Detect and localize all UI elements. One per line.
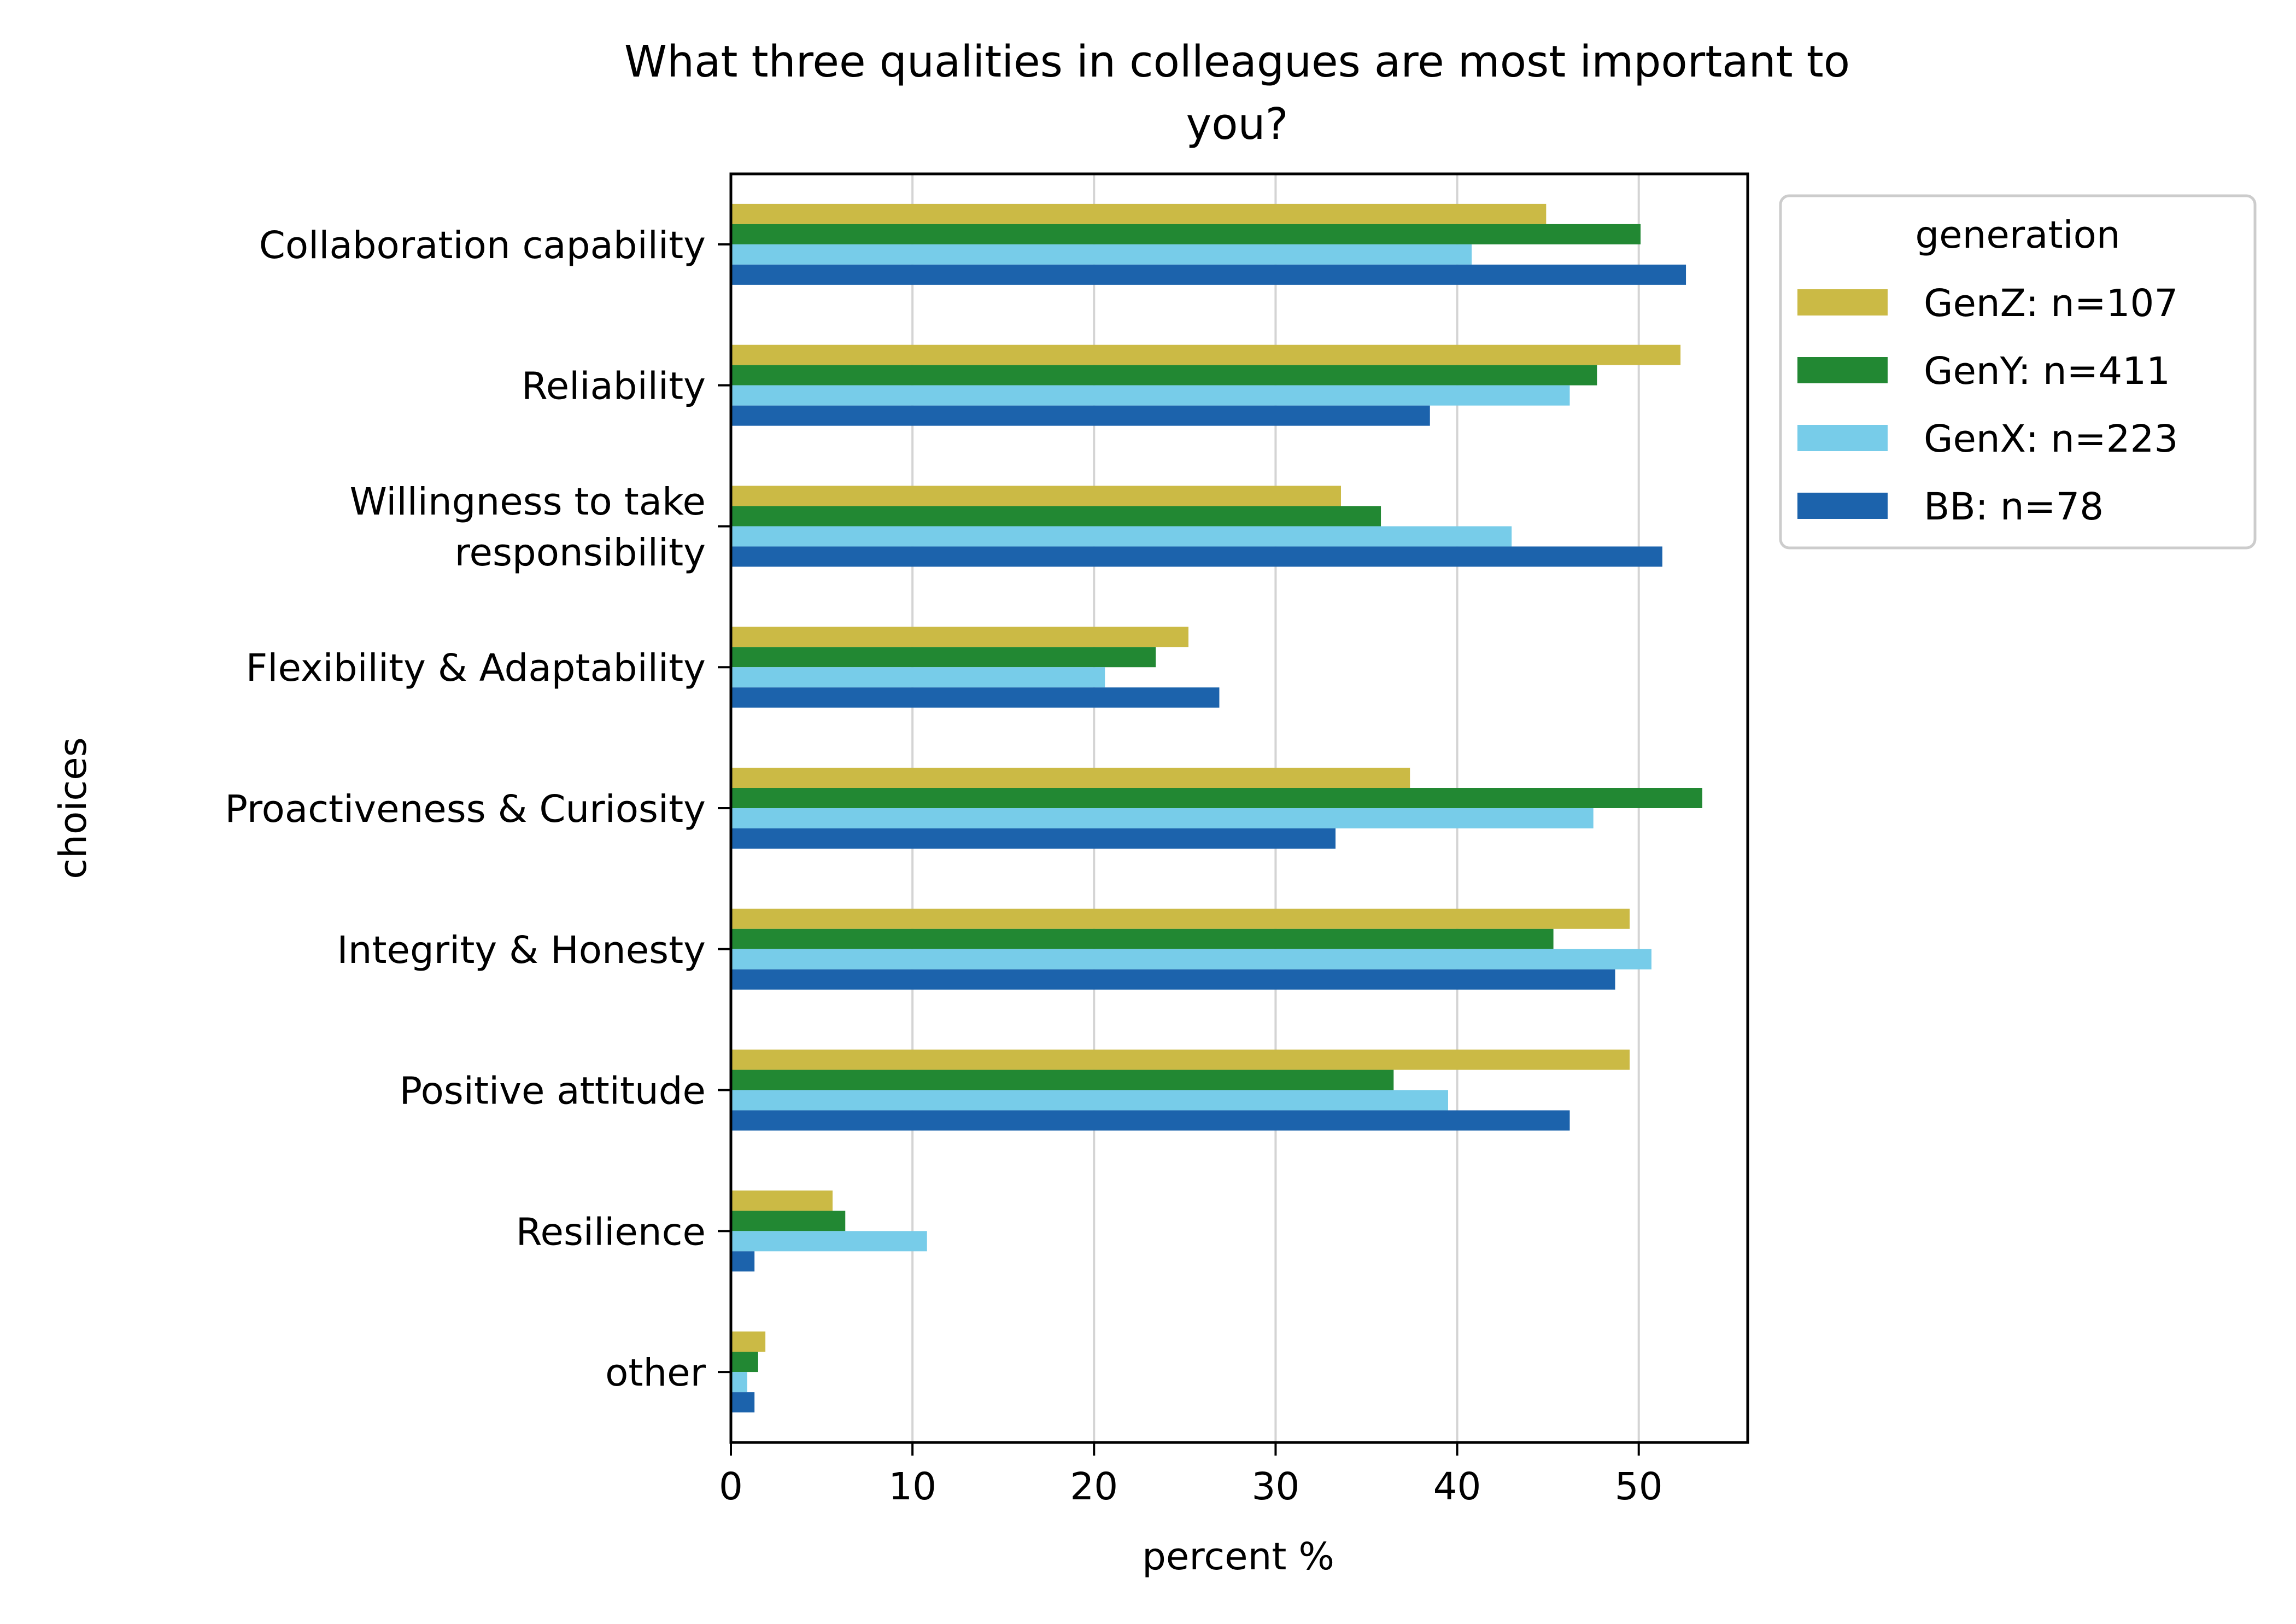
- legend-box: [1779, 194, 2257, 550]
- bars: [731, 203, 1702, 1413]
- y-tick-label: Collaboration capability: [259, 224, 706, 267]
- bar: [731, 526, 1512, 547]
- bar: [731, 667, 1105, 688]
- legend-swatch: [1797, 289, 1888, 316]
- bar: [731, 969, 1615, 990]
- legend-label: BB: n=78: [1924, 485, 2104, 529]
- bar: [731, 768, 1410, 788]
- legend-swatch: [1797, 493, 1888, 519]
- legend: generation GenZ: n=107 GenY: n=411 GenX: n…: [1779, 194, 2257, 550]
- x-tick-label: 20: [1070, 1465, 1118, 1509]
- bar: [731, 244, 1472, 265]
- bar: [731, 1352, 758, 1372]
- x-tick-label: 10: [888, 1465, 936, 1509]
- y-tick-label: Reliability: [522, 365, 706, 408]
- bar: [731, 1190, 833, 1211]
- x-axis-label: percent %: [1142, 1535, 1334, 1579]
- bar: [731, 405, 1430, 426]
- bar: [731, 908, 1630, 929]
- y-tick-label: Proactiveness & Curiosity: [225, 787, 706, 831]
- y-tick-label: Flexibility & Adaptability: [246, 646, 706, 690]
- y-tick-label: other: [605, 1351, 706, 1395]
- bar: [731, 1392, 755, 1413]
- bar: [731, 928, 1554, 949]
- bar: [731, 344, 1681, 365]
- bar: [731, 546, 1662, 567]
- chart-title-line-2: you?: [1186, 99, 1288, 149]
- legend-label: GenX: n=223: [1924, 417, 2178, 461]
- legend-label: GenZ: n=107: [1924, 282, 2178, 325]
- bar: [731, 1090, 1448, 1111]
- bar: [731, 647, 1156, 668]
- y-axis-label: choices: [51, 737, 95, 879]
- x-tick-label: 0: [719, 1465, 743, 1509]
- bar: [731, 1049, 1630, 1070]
- bar: [731, 808, 1594, 828]
- x-tick-label: 30: [1252, 1465, 1300, 1509]
- bar: [731, 828, 1336, 849]
- bar: [731, 1231, 927, 1252]
- bar: [731, 365, 1597, 385]
- bar: [731, 1070, 1394, 1090]
- bar: [731, 1110, 1570, 1131]
- x-tick-label: 50: [1615, 1465, 1663, 1509]
- legend-title: generation: [1915, 213, 2120, 257]
- bar: [731, 1372, 747, 1393]
- bar: [731, 788, 1702, 808]
- bar: [731, 1331, 766, 1352]
- x-axis-ticks: 0 10 20 30 40 50: [719, 1442, 1663, 1509]
- bar: [731, 203, 1547, 224]
- y-tick-label: Positive attitude: [399, 1070, 706, 1113]
- y-tick-label: responsibility: [455, 531, 706, 575]
- bar: [731, 687, 1220, 708]
- bar: [731, 264, 1686, 285]
- bar: [731, 385, 1570, 406]
- legend-label: GenY: n=411: [1924, 349, 2170, 393]
- legend-swatch: [1797, 425, 1888, 451]
- bar: [731, 486, 1341, 506]
- bar: [731, 627, 1188, 647]
- bar: [731, 506, 1381, 527]
- y-tick-label: Integrity & Honesty: [337, 928, 706, 972]
- x-tick-label: 40: [1433, 1465, 1481, 1509]
- bar: [731, 949, 1651, 969]
- y-tick-label: Resilience: [516, 1210, 706, 1254]
- y-axis-ticks: Collaboration capability Reliability Willi…: [225, 224, 731, 1395]
- legend-swatch: [1797, 357, 1888, 383]
- bar: [731, 1251, 755, 1272]
- legend-entries: GenZ: n=107 GenY: n=411 GenX: n=223 BB: n=7…: [1797, 282, 2178, 529]
- chart-title-line-1: What three qualities in colleagues are m…: [624, 37, 1850, 87]
- bar: [731, 1211, 846, 1231]
- bar: [731, 224, 1641, 244]
- y-tick-label: Willingness to take: [350, 480, 706, 524]
